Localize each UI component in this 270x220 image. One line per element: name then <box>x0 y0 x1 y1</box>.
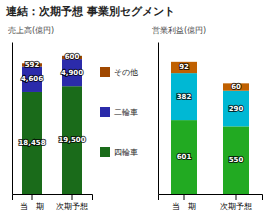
legend-label: 四輪車 <box>114 148 138 157</box>
bar-segment <box>171 62 197 73</box>
x-tick: 次期予想 <box>56 194 88 211</box>
legend-item: 四輪車 <box>100 147 138 157</box>
bar-segment <box>171 120 197 194</box>
x-tick-mark <box>184 194 185 200</box>
bars <box>171 62 249 194</box>
x-axis: 当 期 次期予想 <box>13 194 93 211</box>
legend-swatch <box>100 67 110 77</box>
data-label: 601 <box>177 153 192 161</box>
data-label: 18,458 <box>18 139 45 147</box>
x-tick: 当 期 <box>20 194 44 211</box>
bar-segment <box>223 126 249 194</box>
data-label: 382 <box>177 93 192 101</box>
data-label: 19,500 <box>58 136 85 144</box>
legend-item: その他 <box>100 67 138 77</box>
y-axis-line <box>158 43 159 195</box>
legend-label: その他 <box>114 68 138 77</box>
y-axis-line <box>12 43 13 195</box>
chart-subtitle: 営業利益(億円) <box>152 26 206 35</box>
legend-label: 二輪車 <box>114 108 138 117</box>
data-label: 550 <box>229 156 244 164</box>
data-label: 4,606 <box>21 75 43 83</box>
x-axis-line <box>13 195 93 201</box>
x-tick-label: 次期予想 <box>56 202 88 211</box>
legend-swatch <box>100 107 110 117</box>
y-axis <box>12 43 13 195</box>
chart-subtitle: 売上高(億円) <box>8 26 54 35</box>
data-label: 4,900 <box>61 69 83 77</box>
chart-svg: 連結：次期予想 事業別セグメント売上高(億円) 18,458 19,500 4,606… <box>0 0 270 220</box>
x-tick-mark <box>72 194 73 200</box>
data-label: 92 <box>179 63 189 71</box>
x-tick-mark <box>32 194 33 200</box>
x-tick-label: 当 期 <box>172 202 196 211</box>
data-label: 290 <box>229 105 244 113</box>
bar-segment <box>223 83 249 90</box>
data-labels: 18,458 19,500 4,606 4,900 592 600 <box>18 53 85 147</box>
x-axis-line <box>159 195 263 201</box>
data-label: 60 <box>231 83 241 91</box>
x-tick-label: 当 期 <box>20 202 44 211</box>
x-tick-mark <box>236 194 237 200</box>
legend-swatch <box>100 147 110 157</box>
bar-segment <box>171 73 197 120</box>
x-tick: 当 期 <box>172 194 196 211</box>
data-labels: 601 550 382 290 92 60 <box>177 63 244 164</box>
data-label: 592 <box>25 61 40 69</box>
x-axis: 当 期 次期予想 <box>159 194 263 211</box>
legend: その他二輪車四輪車 <box>100 67 138 157</box>
legend-item: 二輪車 <box>100 107 138 117</box>
y-axis <box>158 43 159 195</box>
x-tick-label: 次期予想 <box>220 202 252 211</box>
chart-title: 連結：次期予想 事業別セグメント <box>5 5 175 18</box>
data-label: 600 <box>65 53 80 61</box>
x-tick: 次期予想 <box>220 194 252 211</box>
bar-segment <box>223 91 249 127</box>
